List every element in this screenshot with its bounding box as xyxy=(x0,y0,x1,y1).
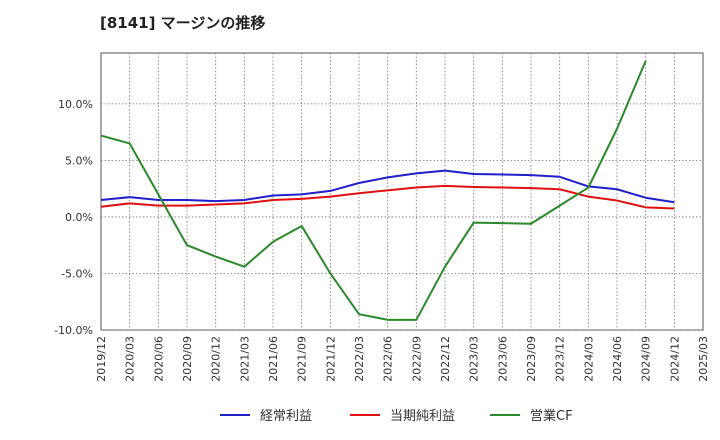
x-tick-label: 2020/09 xyxy=(181,336,194,382)
axis-labels: 10.0% 5.0% 0.0% -5.0% -10.0%2019/12 2020/03 20… xyxy=(54,98,710,382)
x-tick-label: 2022/03 xyxy=(353,336,366,382)
x-tick-label: 2024/03 xyxy=(582,336,595,382)
grid-lines xyxy=(101,53,703,331)
x-tick-label: 2021/06 xyxy=(267,336,280,382)
x-tick-label: 2025/03 xyxy=(697,336,710,382)
y-tick-label: 0.0% xyxy=(65,211,93,224)
y-tick-label: 10.0% xyxy=(58,98,93,111)
x-tick-label: 2020/06 xyxy=(152,336,165,382)
x-tick-label: 2023/09 xyxy=(525,336,538,382)
legend-label: 当期純利益 xyxy=(390,409,455,424)
series-line xyxy=(100,60,647,321)
x-tick-label: 2019/12 xyxy=(95,336,108,382)
x-tick-label: 2023/03 xyxy=(468,336,481,382)
y-tick-label: 5.0% xyxy=(65,154,93,167)
x-tick-label: 2020/12 xyxy=(210,336,223,382)
x-tick-label: 2022/09 xyxy=(410,336,423,382)
x-tick-label: 2021/09 xyxy=(296,336,309,382)
series-lines xyxy=(100,60,675,321)
x-tick-label: 2021/12 xyxy=(324,336,337,382)
legend-label: 経常利益 xyxy=(260,409,312,424)
x-tick-label: 2023/12 xyxy=(554,336,567,382)
series-line xyxy=(100,169,675,204)
y-tick-label: -10.0% xyxy=(54,324,93,337)
x-tick-label: 2024/06 xyxy=(611,336,624,382)
x-tick-label: 2020/03 xyxy=(124,336,137,382)
plot-area xyxy=(100,52,704,331)
chart-title: [8141] マージンの推移 xyxy=(100,14,266,32)
x-tick-label: 2022/06 xyxy=(382,336,395,382)
legend: 経常利益 当期純利益 営業CF xyxy=(220,408,573,424)
y-tick-label: -5.0% xyxy=(61,267,93,280)
x-tick-label: 2023/06 xyxy=(496,336,509,382)
x-tick-label: 2021/03 xyxy=(238,336,251,382)
legend-label: 営業CF xyxy=(530,408,573,424)
x-tick-label: 2022/12 xyxy=(439,336,452,382)
x-tick-label: 2024/09 xyxy=(640,336,653,382)
x-tick-label: 2024/12 xyxy=(668,336,681,382)
